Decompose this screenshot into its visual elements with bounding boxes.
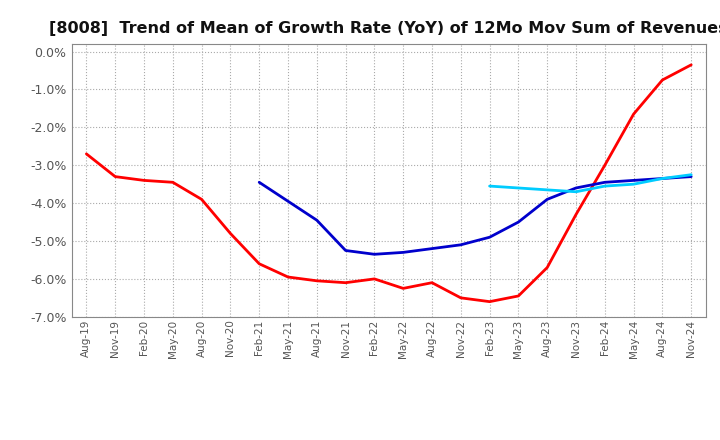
- 5 Years: [600, 180, 609, 185]
- 3 Years: [456, 295, 465, 301]
- 3 Years: [600, 163, 609, 168]
- 3 Years: [514, 293, 523, 299]
- 3 Years: [485, 299, 494, 304]
- 7 Years: [485, 183, 494, 189]
- 5 Years: [658, 176, 667, 181]
- 3 Years: [312, 278, 321, 283]
- 7 Years: [600, 183, 609, 189]
- 3 Years: [399, 286, 408, 291]
- 3 Years: [629, 111, 638, 117]
- 5 Years: [428, 246, 436, 251]
- 3 Years: [428, 280, 436, 285]
- 3 Years: [572, 212, 580, 217]
- 3 Years: [82, 151, 91, 157]
- 3 Years: [168, 180, 177, 185]
- 5 Years: [255, 180, 264, 185]
- 3 Years: [687, 62, 696, 67]
- 5 Years: [485, 235, 494, 240]
- 7 Years: [658, 176, 667, 181]
- 3 Years: [140, 178, 148, 183]
- Line: 7 Years: 7 Years: [490, 175, 691, 192]
- 7 Years: [572, 189, 580, 194]
- 3 Years: [111, 174, 120, 179]
- 3 Years: [658, 77, 667, 83]
- 5 Years: [456, 242, 465, 247]
- 5 Years: [543, 197, 552, 202]
- Title: [8008]  Trend of Mean of Growth Rate (YoY) of 12Mo Mov Sum of Revenues: [8008] Trend of Mean of Growth Rate (YoY…: [50, 21, 720, 36]
- 5 Years: [687, 174, 696, 179]
- 5 Years: [341, 248, 350, 253]
- 7 Years: [543, 187, 552, 193]
- 3 Years: [197, 197, 206, 202]
- 5 Years: [399, 250, 408, 255]
- 5 Years: [370, 252, 379, 257]
- 7 Years: [514, 185, 523, 191]
- 7 Years: [687, 172, 696, 177]
- 3 Years: [255, 261, 264, 266]
- 3 Years: [370, 276, 379, 282]
- Line: 3 Years: 3 Years: [86, 65, 691, 302]
- 5 Years: [284, 198, 292, 204]
- 5 Years: [514, 220, 523, 225]
- 3 Years: [284, 275, 292, 280]
- 5 Years: [629, 178, 638, 183]
- 5 Years: [312, 217, 321, 223]
- 3 Years: [341, 280, 350, 285]
- 3 Years: [543, 265, 552, 270]
- 3 Years: [226, 231, 235, 236]
- 5 Years: [572, 185, 580, 191]
- 7 Years: [629, 182, 638, 187]
- Line: 5 Years: 5 Years: [259, 176, 691, 254]
